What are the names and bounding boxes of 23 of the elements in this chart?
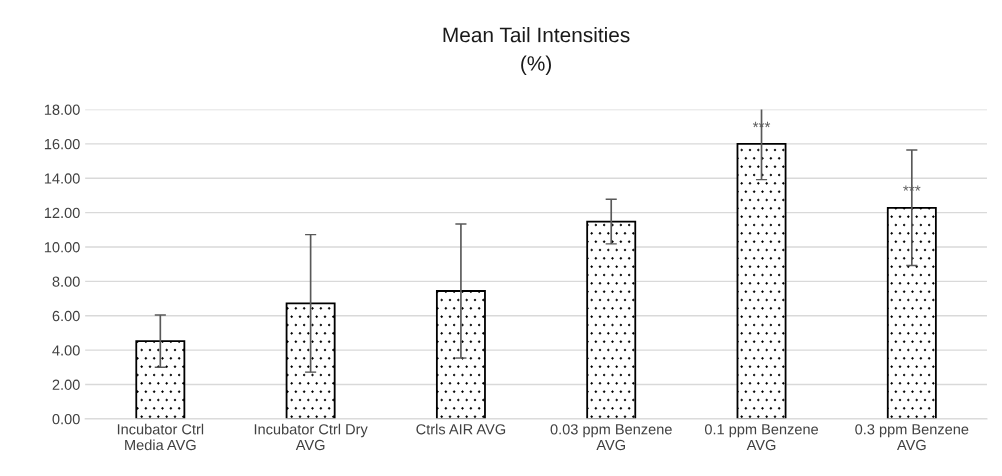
y-tick-label: 18.00 — [44, 104, 80, 115]
y-tick-label: 12.00 — [44, 207, 80, 219]
y-tick-label: 14.00 — [44, 173, 80, 184]
y-tick-label: 4.00 — [52, 345, 80, 356]
bar — [586, 220, 637, 419]
y-tick-label: 2.00 — [52, 379, 80, 390]
x-tick-label: 0.1 ppm Benzene AVG — [704, 424, 819, 451]
bar — [886, 206, 937, 419]
chart-title: Mean Tail Intensities (%) — [443, 27, 630, 75]
y-tick-label: 10.00 — [44, 242, 80, 253]
bar — [435, 290, 486, 419]
y-tick-label: 8.00 — [52, 276, 80, 287]
x-tick-label: Incubator Ctrl Media AVG — [117, 423, 204, 451]
x-tick-label: Ctrls AIR AVG — [416, 423, 506, 435]
x-tick-label: 0.03 ppm Benzene AVG — [550, 424, 672, 451]
x-tick-label: 0.3 ppm Benzene AVG — [855, 424, 969, 451]
bar — [285, 302, 336, 419]
x-tick-label: Incubator Ctrl Dry AVG — [254, 423, 368, 451]
bar — [736, 142, 787, 419]
bar — [135, 340, 186, 419]
y-tick-label: 0.00 — [52, 413, 80, 425]
y-tick-label: 6.00 — [52, 310, 80, 322]
y-tick-label: 16.00 — [44, 138, 80, 150]
